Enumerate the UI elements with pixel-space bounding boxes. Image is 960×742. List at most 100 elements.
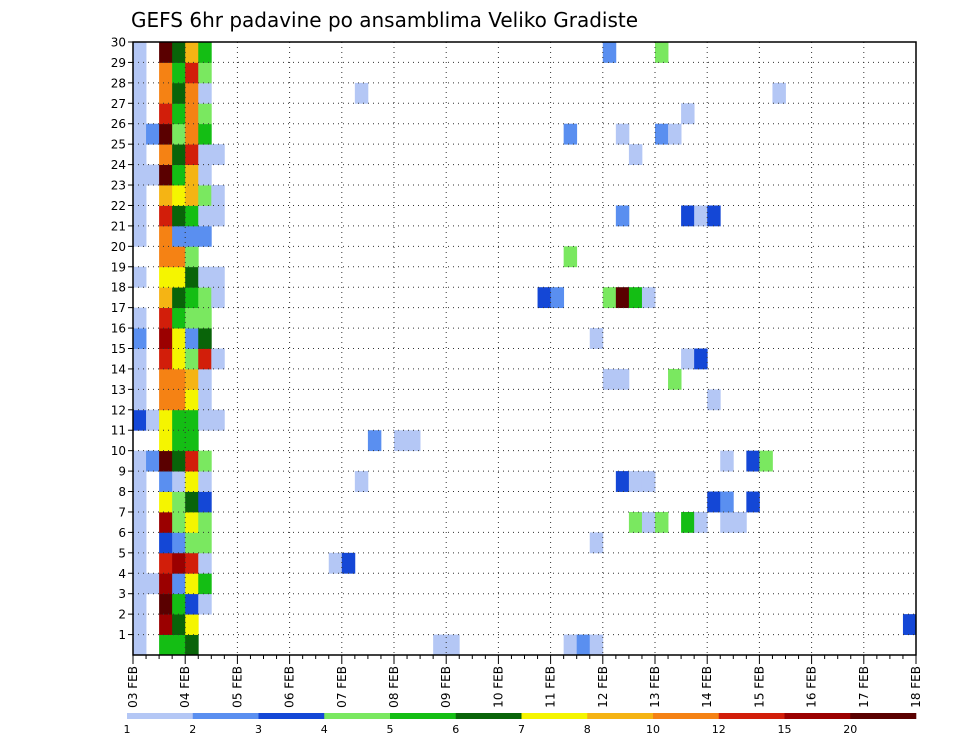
cell-member-23-step-6 xyxy=(211,185,225,206)
cell-member-12-step-5 xyxy=(198,409,212,431)
cell-member-18-step-32 xyxy=(550,287,565,309)
cell-member-24-step-5 xyxy=(198,164,212,186)
cell-member-24-step-1 xyxy=(146,164,160,186)
cell-member-30-step-5 xyxy=(198,42,212,63)
cell-member-3-step-3 xyxy=(172,593,186,615)
colorbar-label-1: 1 xyxy=(124,723,131,736)
cell-member-2-step-59 xyxy=(902,614,917,635)
cell-member-23-step-2 xyxy=(159,185,173,206)
cell-member-26-step-2 xyxy=(159,123,173,145)
colorbar-swatch-11 xyxy=(850,713,917,719)
cell-member-6-step-3 xyxy=(172,532,186,554)
cell-member-14-step-4 xyxy=(185,368,199,390)
cell-member-28-step-5 xyxy=(198,82,212,104)
cell-member-26-step-0 xyxy=(133,123,147,145)
y-tick-label-17: 17 xyxy=(111,301,126,315)
cell-member-19-step-3 xyxy=(172,266,186,288)
cell-member-2-step-2 xyxy=(159,614,173,635)
y-tick-label-29: 29 xyxy=(111,56,126,70)
cell-member-29-step-4 xyxy=(185,62,199,84)
cell-member-22-step-43 xyxy=(694,205,708,227)
y-tick-label-8: 8 xyxy=(118,485,126,499)
x-tick-label-8: 11 FEB xyxy=(544,666,558,708)
cell-member-25-step-0 xyxy=(133,144,147,165)
y-tick-label-18: 18 xyxy=(111,281,126,295)
cell-member-13-step-4 xyxy=(185,389,199,411)
cell-member-15-step-5 xyxy=(198,348,212,370)
y-tick-label-26: 26 xyxy=(111,117,126,131)
cell-member-26-step-41 xyxy=(668,123,682,145)
cell-member-18-step-36 xyxy=(602,287,617,309)
cell-member-6-step-4 xyxy=(185,532,199,554)
colorbar-swatch-8 xyxy=(653,713,720,719)
colorbar-label-3: 3 xyxy=(255,723,262,736)
y-tick-label-21: 21 xyxy=(111,219,126,233)
cell-member-22-step-4 xyxy=(185,205,199,227)
cell-member-18-step-31 xyxy=(537,287,551,309)
cell-member-28-step-0 xyxy=(133,82,147,104)
cell-member-9-step-17 xyxy=(354,471,369,492)
cell-member-14-step-0 xyxy=(133,368,147,390)
cell-member-28-step-49 xyxy=(772,82,786,104)
cell-member-26-step-3 xyxy=(172,123,186,145)
y-tick-label-28: 28 xyxy=(111,76,126,90)
cell-member-16-step-35 xyxy=(589,328,604,349)
cell-member-16-step-3 xyxy=(172,328,186,349)
y-tick-label-30: 30 xyxy=(111,36,126,50)
cell-member-15-step-42 xyxy=(681,348,695,370)
cell-member-21-step-2 xyxy=(159,225,173,247)
cell-member-17-step-5 xyxy=(198,307,212,329)
x-tick-label-5: 08 FEB xyxy=(387,666,401,708)
cell-member-28-step-3 xyxy=(172,82,186,104)
cell-member-17-step-3 xyxy=(172,307,186,329)
cell-member-8-step-44 xyxy=(707,491,721,513)
chart-title: GEFS 6hr padavine po ansamblima Veliko G… xyxy=(131,8,638,32)
cell-member-6-step-35 xyxy=(589,532,604,554)
cell-member-16-step-2 xyxy=(159,328,173,349)
cell-member-22-step-2 xyxy=(159,205,173,227)
cell-member-3-step-0 xyxy=(133,593,147,615)
cell-member-22-step-0 xyxy=(133,205,147,227)
cell-member-9-step-4 xyxy=(185,471,199,492)
heatmap-cells xyxy=(133,42,917,656)
cell-member-9-step-5 xyxy=(198,471,212,492)
colorbar-label-20: 20 xyxy=(843,723,857,736)
colorbar-label-7: 7 xyxy=(518,723,525,736)
cell-member-11-step-4 xyxy=(185,430,199,452)
y-tick-label-24: 24 xyxy=(111,158,126,172)
cell-member-13-step-2 xyxy=(159,389,173,411)
colorbar-swatch-5 xyxy=(455,713,522,719)
cell-member-7-step-4 xyxy=(185,511,199,533)
colorbar-swatch-6 xyxy=(521,713,588,719)
y-tick-label-2: 2 xyxy=(118,608,126,622)
cell-member-25-step-2 xyxy=(159,144,173,165)
cell-member-22-step-5 xyxy=(198,205,212,227)
cell-member-1-step-34 xyxy=(576,634,591,656)
cell-member-7-step-43 xyxy=(694,511,708,533)
cell-member-24-step-2 xyxy=(159,164,173,186)
x-tick-label-10: 13 FEB xyxy=(648,666,662,708)
cell-member-15-step-3 xyxy=(172,348,186,370)
cell-member-12-step-6 xyxy=(211,409,225,431)
cell-member-30-step-4 xyxy=(185,42,199,63)
cell-member-18-step-5 xyxy=(198,287,212,309)
cell-member-20-step-33 xyxy=(563,246,578,268)
cell-member-13-step-44 xyxy=(707,389,721,411)
colorbar-label-5: 5 xyxy=(387,723,394,736)
cell-member-27-step-5 xyxy=(198,103,212,125)
colorbar-swatch-7 xyxy=(587,713,654,719)
cell-member-3-step-5 xyxy=(198,593,212,615)
cell-member-5-step-2 xyxy=(159,552,173,574)
x-tick-label-0: 03 FEB xyxy=(126,666,140,708)
cell-member-20-step-3 xyxy=(172,246,186,268)
y-tick-label-10: 10 xyxy=(111,444,126,458)
cell-member-21-step-3 xyxy=(172,225,186,247)
cell-member-10-step-5 xyxy=(198,450,212,472)
colorbar-swatch-1 xyxy=(192,713,259,719)
x-tick-label-1: 04 FEB xyxy=(178,666,192,708)
cell-member-5-step-3 xyxy=(172,552,186,574)
cell-member-12-step-4 xyxy=(185,409,199,431)
cell-member-10-step-3 xyxy=(172,450,186,472)
cell-member-30-step-40 xyxy=(655,42,669,63)
y-tick-label-22: 22 xyxy=(111,199,126,213)
